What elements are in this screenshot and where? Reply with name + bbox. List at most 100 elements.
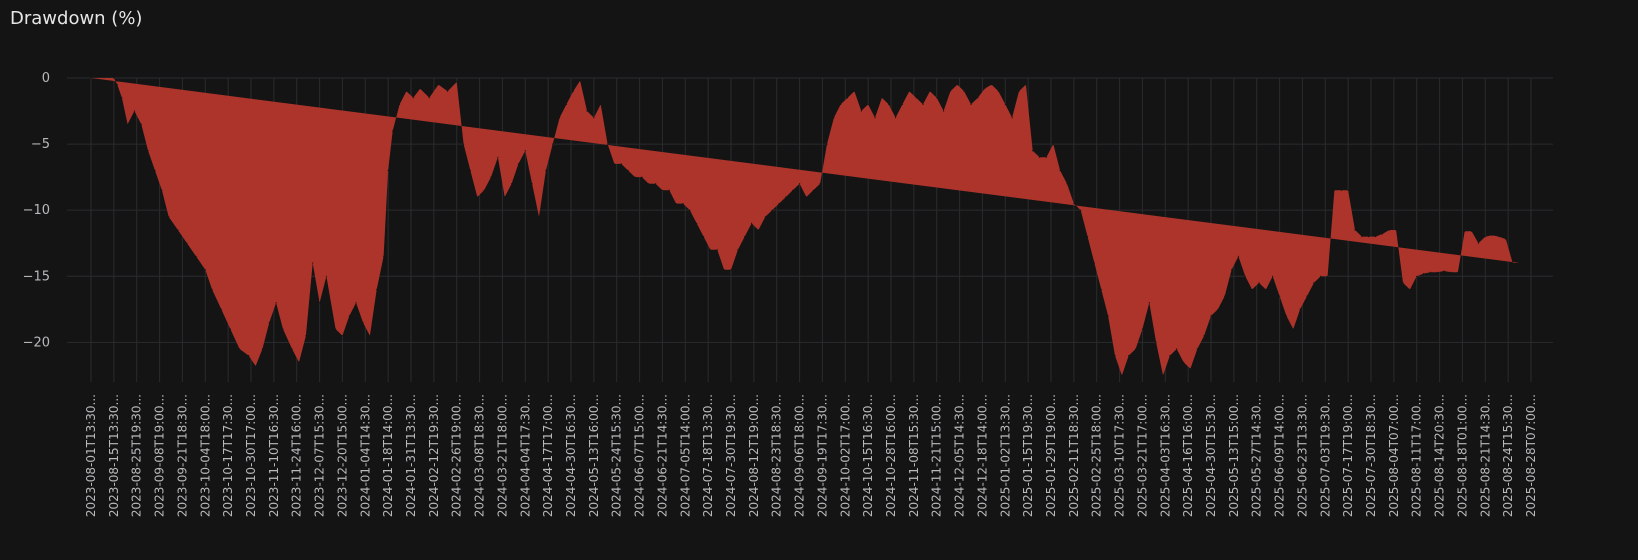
data-point[interactable] <box>116 84 118 86</box>
data-point[interactable] <box>682 203 684 205</box>
data-point[interactable] <box>121 97 123 99</box>
data-point[interactable] <box>1491 234 1493 236</box>
data-point[interactable] <box>696 222 698 224</box>
data-point[interactable] <box>348 315 350 317</box>
data-point[interactable] <box>490 176 492 178</box>
data-point[interactable] <box>613 163 616 165</box>
data-point[interactable] <box>1100 288 1102 291</box>
data-point[interactable] <box>1539 0 1541 1</box>
data-point[interactable] <box>737 249 739 251</box>
data-point[interactable] <box>282 328 284 330</box>
data-point[interactable] <box>744 236 746 238</box>
data-point[interactable] <box>268 321 270 324</box>
data-point[interactable] <box>908 90 910 92</box>
data-point[interactable] <box>1189 368 1191 370</box>
data-point[interactable] <box>1484 236 1486 238</box>
data-point[interactable] <box>1429 271 1431 273</box>
data-point[interactable] <box>1107 315 1109 317</box>
data-point[interactable] <box>428 97 430 99</box>
data-point[interactable] <box>833 117 835 119</box>
data-point[interactable] <box>412 97 414 99</box>
data-point[interactable] <box>195 255 197 257</box>
data-point[interactable] <box>943 110 945 112</box>
data-point[interactable] <box>140 123 142 125</box>
data-point[interactable] <box>716 249 718 251</box>
data-point[interactable] <box>1457 271 1459 273</box>
data-point[interactable] <box>888 103 890 105</box>
data-point[interactable] <box>517 163 520 165</box>
data-point[interactable] <box>1464 230 1466 232</box>
data-point[interactable] <box>922 103 924 105</box>
data-point[interactable] <box>1354 229 1356 231</box>
data-point[interactable] <box>565 103 568 105</box>
data-point[interactable] <box>641 176 643 178</box>
data-point[interactable] <box>977 97 979 99</box>
data-point[interactable] <box>764 216 766 218</box>
data-point[interactable] <box>627 169 629 172</box>
data-point[interactable] <box>1443 270 1445 272</box>
data-point[interactable] <box>355 302 357 304</box>
data-point[interactable] <box>997 90 1000 92</box>
data-point[interactable] <box>1512 262 1514 264</box>
data-point[interactable] <box>1450 271 1452 273</box>
data-point[interactable] <box>949 90 952 92</box>
data-point[interactable] <box>1231 269 1233 271</box>
data-point[interactable] <box>239 348 241 350</box>
data-point[interactable] <box>1039 156 1041 158</box>
data-point[interactable] <box>1265 288 1267 291</box>
data-point[interactable] <box>901 103 904 105</box>
data-point[interactable] <box>634 176 636 178</box>
data-point[interactable] <box>1320 275 1322 277</box>
data-point[interactable] <box>312 262 314 264</box>
data-point[interactable] <box>559 117 561 119</box>
data-point[interactable] <box>1306 295 1308 297</box>
data-point[interactable] <box>1251 288 1253 291</box>
data-point[interactable] <box>419 88 421 90</box>
data-point[interactable] <box>792 189 794 191</box>
data-point[interactable] <box>881 97 883 99</box>
data-point[interactable] <box>1285 315 1287 317</box>
data-point[interactable] <box>383 255 385 257</box>
data-point[interactable] <box>1073 203 1075 205</box>
data-point[interactable] <box>956 84 958 86</box>
data-point[interactable] <box>1258 282 1260 284</box>
data-point[interactable] <box>1333 189 1335 191</box>
data-point[interactable] <box>1530 0 1532 1</box>
data-point[interactable] <box>771 209 773 211</box>
data-point[interactable] <box>1505 238 1507 240</box>
data-point[interactable] <box>1155 341 1157 343</box>
data-point[interactable] <box>305 335 307 337</box>
data-point[interactable] <box>970 103 972 105</box>
data-point[interactable] <box>463 143 465 145</box>
data-point[interactable] <box>668 189 670 191</box>
data-point[interactable] <box>1087 236 1089 238</box>
data-point[interactable] <box>1279 295 1281 297</box>
data-point[interactable] <box>161 189 163 191</box>
data-point[interactable] <box>1059 169 1061 172</box>
data-point[interactable] <box>168 216 170 218</box>
data-point[interactable] <box>1423 273 1425 275</box>
data-point[interactable] <box>387 169 389 172</box>
data-point[interactable] <box>319 302 321 304</box>
data-point[interactable] <box>1169 355 1171 357</box>
data-point[interactable] <box>399 103 401 105</box>
data-point[interactable] <box>1361 236 1363 238</box>
data-point[interactable] <box>572 90 574 92</box>
data-point[interactable] <box>1395 229 1397 231</box>
data-point[interactable] <box>1025 84 1027 86</box>
data-point[interactable] <box>113 77 115 79</box>
data-point[interactable] <box>405 90 407 92</box>
data-point[interactable] <box>133 110 135 112</box>
data-point[interactable] <box>778 203 780 205</box>
data-point[interactable] <box>867 103 869 105</box>
data-point[interactable] <box>1114 355 1116 357</box>
data-point[interactable] <box>1299 308 1301 310</box>
data-point[interactable] <box>275 302 277 304</box>
data-point[interactable] <box>483 189 485 191</box>
data-point[interactable] <box>675 203 677 205</box>
data-point[interactable] <box>751 222 753 224</box>
data-point[interactable] <box>1052 143 1054 145</box>
data-point[interactable] <box>1210 315 1212 317</box>
data-point[interactable] <box>469 169 471 172</box>
